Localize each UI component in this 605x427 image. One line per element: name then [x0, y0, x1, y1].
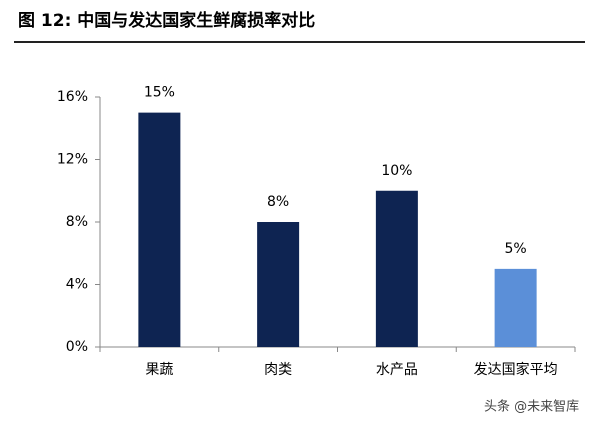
bar — [375, 190, 418, 347]
y-tick-label: 4% — [66, 277, 88, 293]
y-tick-label: 16% — [57, 89, 88, 105]
value-label: 15% — [144, 85, 175, 101]
bar — [138, 112, 181, 347]
x-tick-label: 肉类 — [264, 362, 292, 378]
value-label: 5% — [505, 241, 527, 257]
y-tick-label: 8% — [66, 214, 88, 230]
bar — [257, 222, 300, 347]
x-tick-label: 果蔬 — [145, 362, 173, 378]
x-tick-label: 水产品 — [376, 362, 418, 378]
watermark: 头条 @未来智库 — [484, 399, 579, 415]
value-label: 10% — [381, 163, 412, 179]
chart-title: 图 12: 中国与发达国家生鲜腐损率对比 — [18, 10, 315, 31]
value-label: 8% — [267, 194, 289, 210]
y-tick-label: 12% — [57, 152, 88, 168]
x-tick-label: 发达国家平均 — [474, 361, 558, 378]
bar — [494, 268, 537, 347]
y-tick-label: 0% — [66, 339, 88, 355]
